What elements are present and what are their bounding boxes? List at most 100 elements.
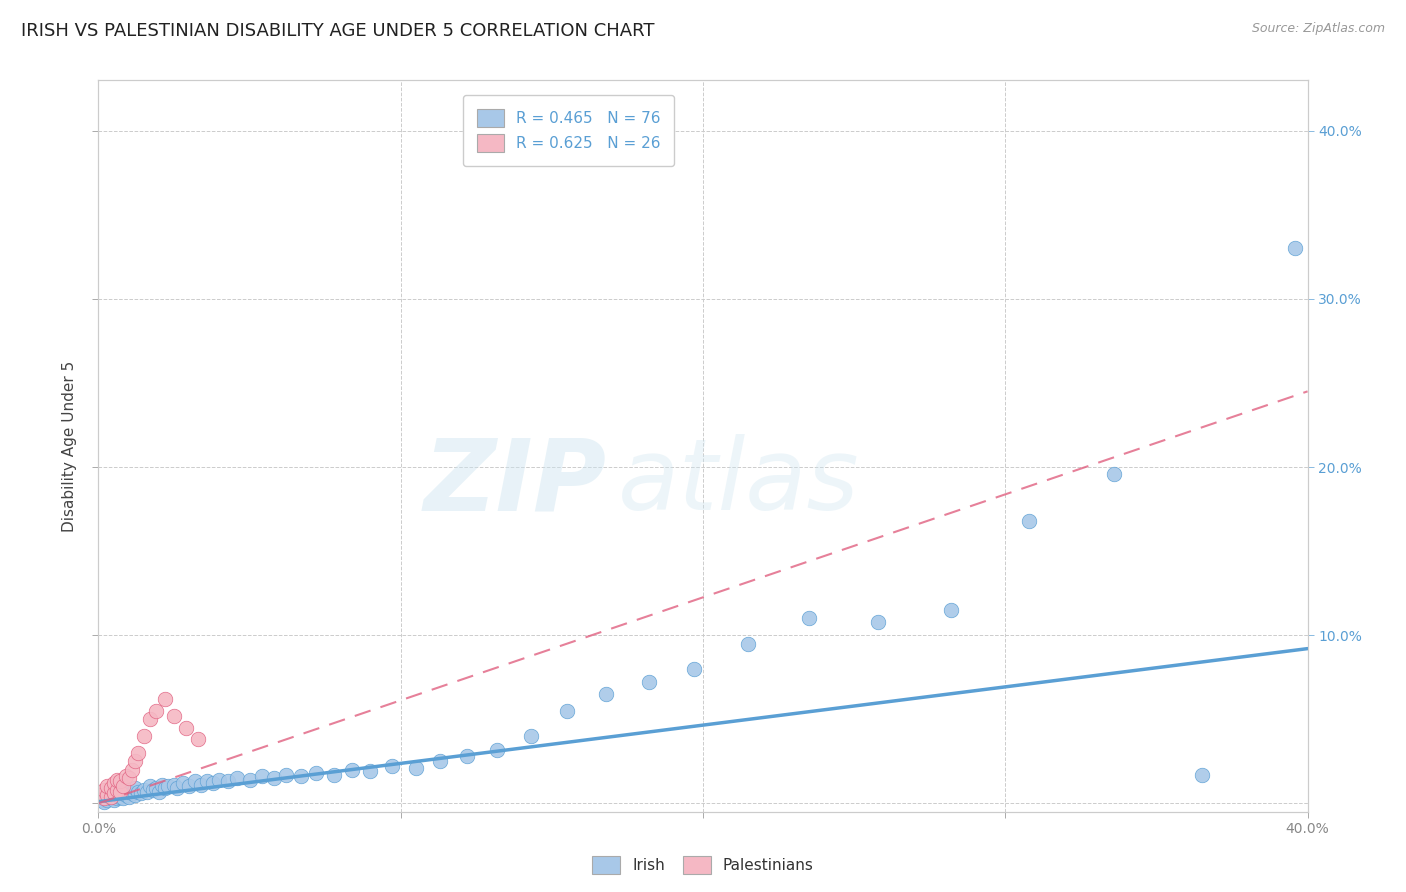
Point: [208, 772, 231, 787]
Point: [124, 781, 146, 796]
Point: [323, 768, 346, 782]
Point: [868, 615, 890, 629]
Point: [124, 788, 146, 802]
Point: [290, 769, 312, 783]
Point: [172, 776, 194, 790]
Point: [90, 789, 112, 804]
Point: [595, 687, 617, 701]
Point: [127, 746, 149, 760]
Point: [100, 788, 122, 802]
Point: [124, 754, 146, 768]
Point: [127, 784, 149, 798]
Point: [148, 784, 170, 798]
Point: [190, 778, 212, 792]
Point: [132, 729, 155, 743]
Point: [96, 786, 118, 800]
Point: [153, 692, 176, 706]
Point: [217, 774, 239, 789]
Point: [105, 786, 128, 800]
Point: [103, 776, 125, 790]
Point: [121, 786, 143, 800]
Point: [135, 784, 157, 798]
Text: Source: ZipAtlas.com: Source: ZipAtlas.com: [1251, 22, 1385, 36]
Point: [114, 788, 136, 802]
Point: [360, 764, 382, 779]
Point: [342, 763, 364, 777]
Point: [93, 788, 115, 802]
Point: [103, 788, 125, 802]
Point: [139, 780, 162, 794]
Point: [121, 763, 143, 777]
Point: [187, 732, 209, 747]
Point: [108, 784, 131, 798]
Point: [226, 771, 249, 785]
Point: [637, 675, 659, 690]
Point: [111, 780, 134, 794]
Legend: R = 0.465   N = 76, R = 0.625   N = 26: R = 0.465 N = 76, R = 0.625 N = 26: [463, 95, 675, 166]
Point: [486, 742, 509, 756]
Point: [100, 781, 122, 796]
Point: [239, 772, 262, 787]
Point: [108, 784, 131, 798]
Point: [100, 789, 122, 804]
Point: [103, 793, 125, 807]
Point: [100, 784, 122, 798]
Point: [105, 772, 128, 787]
Legend: Irish, Palestinians: Irish, Palestinians: [586, 850, 820, 880]
Point: [737, 636, 759, 650]
Point: [1191, 768, 1213, 782]
Point: [184, 774, 207, 789]
Point: [129, 786, 152, 800]
Point: [174, 721, 197, 735]
Point: [103, 786, 125, 800]
Point: [202, 776, 225, 790]
Point: [263, 771, 285, 785]
Point: [683, 662, 706, 676]
Point: [111, 786, 134, 800]
Point: [118, 784, 141, 798]
Point: [93, 795, 115, 809]
Point: [519, 729, 541, 743]
Point: [405, 761, 427, 775]
Point: [145, 704, 167, 718]
Point: [96, 788, 118, 802]
Text: ZIP: ZIP: [423, 434, 606, 531]
Point: [111, 791, 134, 805]
Text: IRISH VS PALESTINIAN DISABILITY AGE UNDER 5 CORRELATION CHART: IRISH VS PALESTINIAN DISABILITY AGE UNDE…: [21, 22, 655, 40]
Point: [145, 781, 167, 796]
Point: [93, 791, 115, 805]
Point: [93, 782, 115, 797]
Point: [90, 793, 112, 807]
Point: [132, 782, 155, 797]
Point: [90, 788, 112, 802]
Point: [153, 781, 176, 796]
Point: [1018, 514, 1040, 528]
Point: [163, 778, 186, 792]
Point: [118, 771, 141, 785]
Point: [1284, 242, 1306, 256]
Point: [1102, 467, 1125, 481]
Point: [118, 789, 141, 804]
Point: [114, 769, 136, 783]
Point: [456, 749, 478, 764]
Point: [100, 791, 122, 805]
Point: [163, 709, 186, 723]
Point: [93, 791, 115, 805]
Point: [305, 766, 328, 780]
Point: [108, 774, 131, 789]
Point: [179, 780, 201, 794]
Point: [250, 769, 273, 783]
Point: [105, 782, 128, 797]
Point: [114, 782, 136, 797]
Point: [96, 789, 118, 804]
Point: [108, 789, 131, 804]
Point: [555, 704, 578, 718]
Point: [142, 782, 165, 797]
Point: [939, 603, 962, 617]
Point: [96, 780, 118, 794]
Point: [797, 611, 820, 625]
Point: [103, 782, 125, 797]
Point: [96, 793, 118, 807]
Point: [166, 781, 188, 796]
Y-axis label: Disability Age Under 5: Disability Age Under 5: [62, 360, 77, 532]
